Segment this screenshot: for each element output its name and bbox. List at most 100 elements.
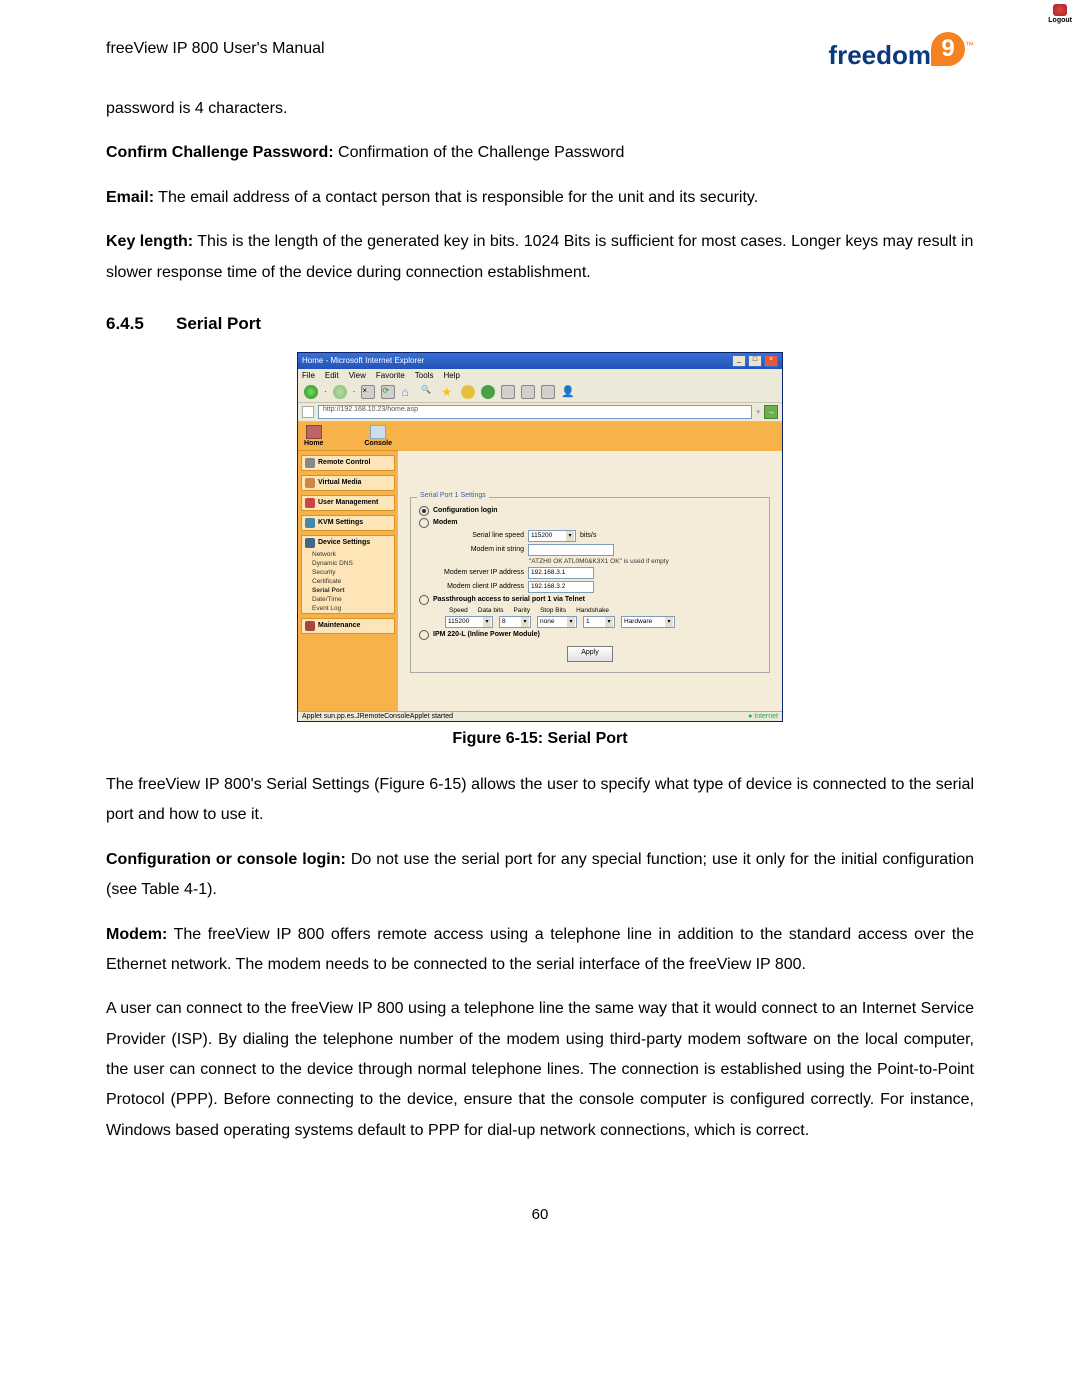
maintenance-icon bbox=[305, 621, 315, 631]
sidebar-sub-event-log[interactable]: Event Log bbox=[302, 604, 394, 613]
maximize-button[interactable]: □ bbox=[748, 355, 762, 367]
radio-config-login[interactable] bbox=[419, 506, 429, 516]
para-long: A user can connect to the freeView IP 80… bbox=[106, 994, 974, 1146]
nav-console[interactable]: Console bbox=[364, 425, 392, 447]
line-speed-label: Serial line speed bbox=[419, 532, 524, 539]
sidebar-sub-network[interactable]: Network bbox=[302, 550, 394, 559]
radio-passthrough[interactable] bbox=[419, 595, 429, 605]
radio-ipm[interactable] bbox=[419, 630, 429, 640]
msn-icon[interactable]: 👤 bbox=[561, 385, 575, 399]
server-ip-input[interactable]: 192.168.3.1 bbox=[528, 567, 594, 579]
print-icon[interactable] bbox=[521, 385, 535, 399]
mail-icon[interactable] bbox=[501, 385, 515, 399]
apply-button[interactable]: Apply bbox=[567, 646, 613, 662]
serial-port-fieldset: Serial Port 1 Settings Configuration log… bbox=[410, 497, 770, 673]
col-parity: Parity bbox=[513, 607, 530, 614]
refresh-icon[interactable]: ⟳ bbox=[381, 385, 395, 399]
sidebar-item-kvm-settings[interactable]: KVM Settings bbox=[302, 516, 394, 530]
stop-icon[interactable]: × bbox=[361, 385, 375, 399]
forward-icon[interactable] bbox=[333, 385, 347, 399]
nav-logout[interactable]: Logout bbox=[1048, 4, 1072, 24]
sidebar-sub-date-time[interactable]: Date/Time bbox=[302, 595, 394, 604]
opt-config-login-label: Configuration login bbox=[433, 507, 498, 514]
para-password: password is 4 characters. bbox=[106, 94, 974, 124]
user-mgmt-icon bbox=[305, 498, 315, 508]
menu-help[interactable]: Help bbox=[443, 371, 459, 380]
home-small-icon bbox=[306, 425, 322, 439]
sidebar-item-virtual-media[interactable]: Virtual Media bbox=[302, 476, 394, 490]
internet-zone-icon: ● Internet bbox=[748, 713, 778, 720]
edit-icon[interactable] bbox=[541, 385, 555, 399]
server-ip-label: Modem server IP address bbox=[419, 569, 524, 576]
sidebar-item-user-management[interactable]: User Management bbox=[302, 496, 394, 510]
sidebar-item-maintenance[interactable]: Maintenance bbox=[302, 619, 394, 633]
nav-home[interactable]: Home bbox=[304, 425, 323, 447]
client-ip-input[interactable]: 192.168.3.2 bbox=[528, 581, 594, 593]
handshake-select[interactable]: Hardware bbox=[621, 616, 675, 628]
menu-view[interactable]: View bbox=[349, 371, 366, 380]
address-input[interactable]: http://192.168.10.23/home.asp bbox=[318, 405, 752, 419]
stopbits-select[interactable]: 1 bbox=[583, 616, 615, 628]
logo-text: freedom bbox=[828, 40, 931, 70]
address-icon bbox=[302, 406, 314, 418]
sidebar-item-device-settings[interactable]: Device Settings bbox=[302, 536, 394, 550]
client-ip-label: Modem client IP address bbox=[419, 583, 524, 590]
para-email: Email: The email address of a contact pe… bbox=[106, 183, 974, 213]
main-panel: Serial Port 1 Settings Configuration log… bbox=[398, 451, 782, 711]
manual-title: freeView IP 800 User's Manual bbox=[106, 40, 325, 58]
logout-icon bbox=[1053, 4, 1067, 16]
keylen-text: This is the length of the generated key … bbox=[106, 233, 973, 280]
confirm-text: Confirmation of the Challenge Password bbox=[334, 144, 625, 161]
confirm-label: Confirm Challenge Password: bbox=[106, 144, 334, 161]
sidebar-sub-certificate[interactable]: Certificate bbox=[302, 577, 394, 586]
toolbar-sep: · bbox=[353, 387, 356, 396]
media-icon[interactable] bbox=[481, 385, 495, 399]
line-speed-select[interactable]: 115200 bbox=[528, 530, 576, 542]
sidebar-sub-serial-port[interactable]: Serial Port bbox=[302, 586, 394, 595]
email-text: The email address of a contact person th… bbox=[154, 189, 758, 206]
ie-window: Home - Microsoft Internet Explorer _ □ ×… bbox=[297, 352, 783, 722]
para-confirm: Confirm Challenge Password: Confirmation… bbox=[106, 138, 974, 168]
col-handshake: Handshake bbox=[576, 607, 609, 614]
ie-address-bar: http://192.168.10.23/home.asp ▾ → bbox=[298, 403, 782, 422]
ie-toolbar: · · × ⟳ ⌂ 🔍 ★ 👤 bbox=[298, 382, 782, 403]
minimize-button[interactable]: _ bbox=[732, 355, 746, 367]
sidebar-sub-security[interactable]: Security bbox=[302, 568, 394, 577]
email-label: Email: bbox=[106, 189, 154, 206]
favorites-icon[interactable]: ★ bbox=[441, 385, 455, 399]
console-icon bbox=[370, 425, 386, 439]
kvm-icon bbox=[305, 518, 315, 528]
menu-favorite[interactable]: Favorite bbox=[376, 371, 405, 380]
opt-modem-label: Modem bbox=[433, 519, 458, 526]
page-number: 60 bbox=[106, 1206, 974, 1223]
section-number: 6.4.5 bbox=[106, 314, 176, 334]
parity-select[interactable]: none bbox=[537, 616, 577, 628]
logo-tm: ™ bbox=[965, 40, 974, 50]
sidebar-item-remote-control[interactable]: Remote Control bbox=[302, 456, 394, 470]
figure-screenshot: Home - Microsoft Internet Explorer _ □ ×… bbox=[106, 352, 974, 722]
col-stopbits: Stop Bits bbox=[540, 607, 566, 614]
go-button[interactable]: → bbox=[764, 405, 778, 419]
remote-control-icon bbox=[305, 458, 315, 468]
menu-edit[interactable]: Edit bbox=[325, 371, 339, 380]
close-button[interactable]: × bbox=[764, 355, 778, 367]
menu-file[interactable]: File bbox=[302, 371, 315, 380]
logo-nine-icon: 9 bbox=[931, 32, 965, 66]
speed-select[interactable]: 115200 bbox=[445, 616, 493, 628]
back-icon[interactable] bbox=[304, 385, 318, 399]
history-icon[interactable] bbox=[461, 385, 475, 399]
menu-tools[interactable]: Tools bbox=[415, 371, 434, 380]
sidebar-sub-dynamic-dns[interactable]: Dynamic DNS bbox=[302, 559, 394, 568]
databits-select[interactable]: 8 bbox=[499, 616, 531, 628]
home-icon[interactable]: ⌂ bbox=[401, 385, 415, 399]
radio-modem[interactable] bbox=[419, 518, 429, 528]
line-speed-unit: bits/s bbox=[580, 532, 596, 539]
address-dropdown-icon[interactable]: ▾ bbox=[756, 408, 760, 416]
search-icon[interactable]: 🔍 bbox=[421, 385, 435, 399]
para-config: Configuration or console login: Do not u… bbox=[106, 845, 974, 906]
para-keylen: Key length: This is the length of the ge… bbox=[106, 227, 974, 288]
sidebar: Remote Control Virtual Media User Manage… bbox=[298, 451, 398, 711]
device-settings-icon bbox=[305, 538, 315, 548]
init-string-input[interactable] bbox=[528, 544, 614, 556]
brand-logo: freedom9™ bbox=[828, 40, 974, 74]
